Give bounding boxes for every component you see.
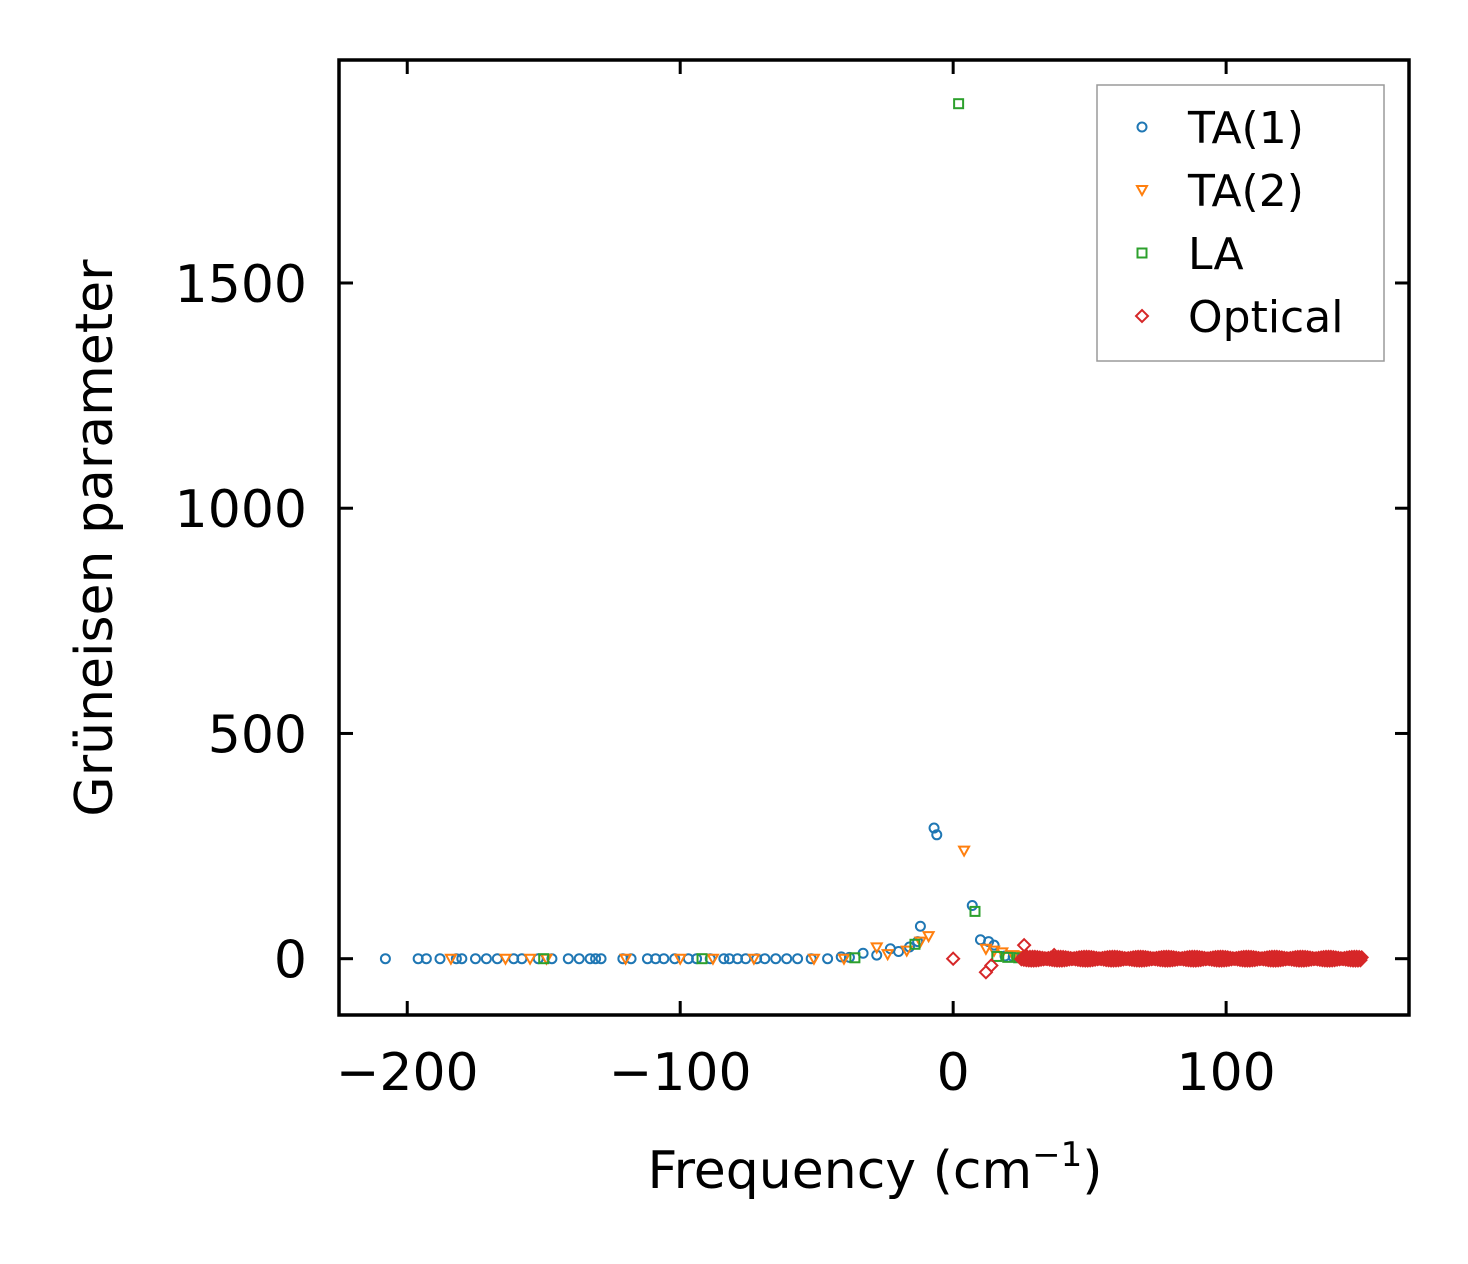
x-tick-label: 0 bbox=[937, 1043, 970, 1103]
data-point bbox=[444, 953, 458, 966]
data-point bbox=[562, 953, 574, 965]
data-point bbox=[456, 953, 468, 965]
legend-label-la: LA bbox=[1188, 229, 1244, 280]
data-points bbox=[379, 98, 1370, 980]
legend-label-ta2: TA(2) bbox=[1187, 166, 1304, 217]
data-point bbox=[849, 952, 861, 964]
data-point bbox=[1002, 951, 1014, 963]
legend-marker bbox=[1135, 185, 1149, 198]
data-point bbox=[480, 953, 492, 965]
series-TA(1) bbox=[379, 822, 1052, 965]
data-point bbox=[1019, 949, 1035, 964]
series-TA(2) bbox=[444, 845, 1042, 966]
data-point bbox=[747, 953, 761, 966]
data-point bbox=[595, 953, 607, 965]
data-point bbox=[523, 953, 537, 966]
data-point bbox=[590, 953, 602, 965]
y-tick-label: 1000 bbox=[175, 480, 307, 540]
series-LA bbox=[538, 98, 1085, 965]
x-tick-label: −200 bbox=[336, 1043, 479, 1103]
data-point bbox=[759, 953, 771, 965]
data-point bbox=[880, 949, 895, 962]
y-axis-label: Grüneisen parameter bbox=[65, 259, 125, 817]
data-point bbox=[945, 951, 961, 967]
data-point bbox=[792, 953, 804, 965]
data-point bbox=[618, 953, 633, 966]
data-point bbox=[909, 938, 921, 950]
data-point bbox=[893, 945, 905, 957]
legend-marker bbox=[1136, 247, 1148, 259]
data-point bbox=[953, 98, 965, 110]
data-point bbox=[1016, 937, 1032, 953]
axis-ticks bbox=[339, 60, 1409, 1015]
y-tick-label: 500 bbox=[208, 705, 307, 765]
data-point bbox=[822, 953, 834, 965]
data-point bbox=[718, 953, 730, 965]
legend-marker bbox=[1136, 121, 1148, 133]
y-tick-label: 0 bbox=[274, 931, 307, 991]
data-point bbox=[1351, 949, 1367, 965]
data-point bbox=[900, 945, 914, 958]
data-point bbox=[379, 953, 391, 965]
data-point bbox=[434, 953, 446, 965]
data-point bbox=[469, 953, 481, 965]
data-point bbox=[1006, 950, 1020, 963]
data-point bbox=[837, 953, 851, 966]
data-point bbox=[983, 958, 999, 973]
data-point bbox=[781, 953, 793, 965]
plot-frame bbox=[337, 58, 1411, 1017]
data-point bbox=[498, 953, 513, 966]
data-point bbox=[978, 964, 994, 980]
data-point bbox=[420, 953, 432, 965]
data-point bbox=[807, 953, 821, 966]
data-point bbox=[706, 953, 720, 966]
data-point bbox=[991, 950, 1003, 962]
data-point bbox=[584, 953, 596, 965]
data-point bbox=[1354, 949, 1370, 965]
x-axis-label: Frequency (cm−1) bbox=[647, 1135, 1102, 1201]
legend-label-optical: Optical bbox=[1188, 292, 1343, 343]
legend-marker bbox=[1134, 308, 1150, 324]
data-point bbox=[957, 845, 971, 858]
x-tick-label: −100 bbox=[609, 1043, 752, 1103]
data-point bbox=[1046, 947, 1062, 963]
data-point bbox=[573, 953, 585, 965]
data-point bbox=[921, 931, 936, 944]
x-tick-label: 100 bbox=[1176, 1043, 1275, 1103]
data-point bbox=[913, 936, 928, 949]
data-point bbox=[931, 829, 943, 841]
series-Optical bbox=[945, 937, 1370, 980]
data-point bbox=[966, 900, 978, 912]
data-point bbox=[979, 943, 993, 956]
data-point bbox=[1035, 951, 1051, 967]
data-point bbox=[538, 953, 550, 965]
data-point bbox=[870, 942, 884, 955]
legend: TA(1) TA(2) LA Optical bbox=[1096, 84, 1385, 362]
data-point bbox=[969, 905, 981, 917]
y-tick-label: 1500 bbox=[175, 255, 307, 315]
data-point bbox=[914, 920, 926, 932]
data-point bbox=[673, 953, 687, 966]
data-point bbox=[928, 822, 940, 834]
data-point bbox=[696, 953, 708, 965]
legend-label-ta1: TA(1) bbox=[1187, 103, 1304, 154]
data-point bbox=[770, 953, 782, 965]
data-point bbox=[658, 953, 670, 965]
